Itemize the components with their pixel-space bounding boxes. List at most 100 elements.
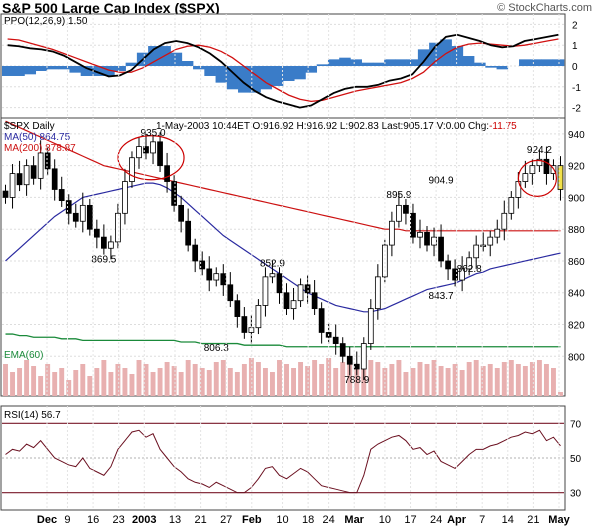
ppo-tick-label: 0 [572, 62, 578, 73]
price-annotation: 895.9 [386, 190, 411, 201]
volume-bar [101, 360, 107, 396]
ppo-hist-bar [496, 66, 509, 70]
price-candle [382, 244, 388, 278]
ppo-hist-bar [462, 56, 475, 66]
volume-bar [558, 392, 563, 396]
volume-bar [73, 370, 79, 396]
price-candle [220, 273, 227, 286]
volume-bar [473, 360, 479, 396]
ppo-hist-bar [294, 66, 306, 80]
price-candle [536, 158, 543, 167]
rsi-tick-label: 30 [570, 489, 582, 500]
price-candle [72, 212, 79, 222]
x-axis: Dec 9 16 23 2003 13 21 27 Feb 10 18 24 Mar 10 17 24 Apr 7… [37, 14, 571, 526]
price-symbol-label: $SPX Daily [4, 121, 55, 132]
volume-bar [24, 360, 30, 396]
price-candle [501, 212, 508, 230]
highlight-circle [517, 159, 558, 197]
ppo-hist-bar [429, 42, 441, 66]
price-candle [262, 276, 269, 306]
volume-bar [375, 362, 381, 396]
volume-bar [298, 362, 304, 396]
ppo-hist-bar [260, 66, 273, 90]
price-candle [396, 204, 402, 222]
ma200-label: MA(200) 878.87 [4, 143, 76, 154]
x-tick-label: 7 [479, 514, 485, 526]
ppo-hist-bar [474, 62, 486, 66]
ppo-hist-bar [316, 64, 329, 66]
highlight-circles [117, 135, 558, 197]
price-candle [157, 141, 163, 167]
volume-bar [227, 368, 233, 396]
price-candle [129, 157, 135, 182]
ppo-hist-bar [148, 46, 160, 66]
volume-bar [80, 364, 86, 396]
volume-bar [487, 364, 493, 396]
volume-bar [59, 368, 65, 396]
price-tick-label: 860 [568, 257, 585, 268]
volume-bar [466, 362, 472, 396]
price-candle [445, 260, 451, 270]
price-candle [65, 200, 72, 214]
volume-bar [129, 374, 135, 396]
price-candle [543, 158, 550, 174]
price-candle [143, 146, 149, 154]
price-candle [318, 308, 325, 333]
x-tick-label: 10 [379, 514, 391, 526]
volume-bar [213, 362, 219, 396]
volume-bar [333, 368, 339, 396]
volume-bar [361, 366, 367, 396]
volume-bar [326, 358, 332, 396]
ppo-hist-bar [372, 62, 385, 66]
volume-bar [115, 364, 121, 396]
ppo-hist-bar [271, 66, 284, 86]
price-annotation: 869.5 [91, 254, 116, 265]
watermark: © StockCharts.com [497, 2, 592, 14]
volume-bar [459, 370, 465, 396]
volume-bar [10, 372, 15, 396]
ppo-hist-bar [249, 66, 261, 93]
price-candle [37, 152, 44, 179]
ppo-hist-bar [350, 59, 362, 66]
price-annotation: 806.3 [204, 343, 229, 354]
price-candle [86, 204, 93, 230]
price-candle [171, 181, 177, 206]
ma50-line [5, 182, 561, 313]
volume-bar [122, 368, 128, 396]
ppo-hist-bar [384, 59, 396, 66]
volume-bar [445, 368, 451, 396]
ppo-hist-bar [417, 49, 430, 66]
volume-bar [291, 368, 296, 396]
volume-bar [347, 360, 353, 396]
price-candle [515, 181, 522, 198]
volume-bar [536, 360, 542, 396]
price-candle [44, 152, 51, 170]
volume-bar [192, 364, 198, 396]
price-annotation: 924.2 [527, 145, 552, 156]
ppo-tick-label: -2 [572, 104, 581, 115]
ppo-hist-bar [238, 66, 250, 93]
ppo-hist-bar [451, 46, 464, 66]
price-candle [346, 355, 353, 365]
price-candle [136, 146, 142, 159]
ppo-hist-bar [181, 61, 194, 66]
volume-bar [431, 360, 437, 396]
x-tick-label: 14 [502, 514, 514, 526]
x-tick-label: Dec [37, 514, 57, 526]
price-candle [241, 316, 248, 333]
volume-bar [164, 362, 170, 396]
volume-bar [424, 364, 430, 396]
price-candle [466, 257, 473, 270]
price-candle [23, 165, 30, 186]
x-tick-label: 16 [87, 514, 99, 526]
ppo-hist-bar [406, 59, 419, 66]
volume-bar [354, 364, 360, 396]
volume-bar [551, 368, 556, 396]
price-candle [431, 236, 437, 246]
price-candle [367, 308, 374, 344]
ppo-hist-bar [485, 66, 497, 68]
ppo-hist-bar [170, 52, 183, 66]
volume-bar [452, 364, 458, 396]
price-candle [522, 173, 529, 182]
ema60-line [5, 333, 561, 348]
